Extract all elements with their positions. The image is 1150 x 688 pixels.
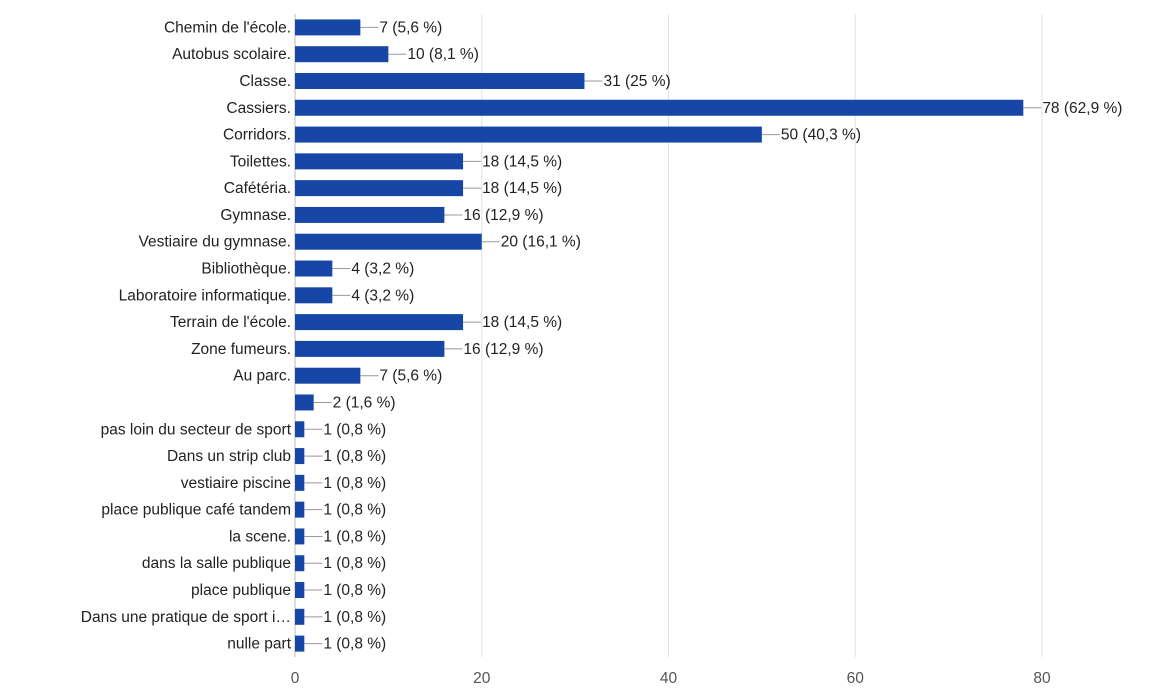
value-label: 1 (0,8 %) xyxy=(323,448,386,465)
bar xyxy=(295,233,482,250)
value-label: 16 (12,9 %) xyxy=(463,207,543,224)
bar xyxy=(295,99,1024,116)
category-label: Cafétéria. xyxy=(224,180,291,197)
bar xyxy=(295,340,445,357)
bar xyxy=(295,46,389,63)
value-label: 4 (3,2 %) xyxy=(351,261,414,278)
bar xyxy=(295,314,464,331)
category-label: Chemin de l'école. xyxy=(164,19,291,36)
value-label: 18 (14,5 %) xyxy=(482,153,562,170)
category-label: Zone fumeurs. xyxy=(191,341,291,358)
category-label: place publique xyxy=(191,582,291,599)
category-label: Laboratoire informatique. xyxy=(119,287,291,304)
bar xyxy=(295,394,314,411)
value-label: 1 (0,8 %) xyxy=(323,582,386,599)
value-label: 16 (12,9 %) xyxy=(463,341,543,358)
value-label: 4 (3,2 %) xyxy=(351,287,414,304)
x-tick-label: 0 xyxy=(291,670,300,687)
bar xyxy=(295,474,305,491)
category-label: Au parc. xyxy=(233,368,291,385)
bar xyxy=(295,421,305,438)
bar xyxy=(295,501,305,518)
value-label: 1 (0,8 %) xyxy=(323,636,386,653)
category-label: dans la salle publique xyxy=(142,555,291,572)
bar xyxy=(295,126,762,143)
bar xyxy=(295,180,464,197)
value-label: 1 (0,8 %) xyxy=(323,555,386,572)
category-label: Dans une pratique de sport i… xyxy=(81,609,291,626)
bar xyxy=(295,260,333,277)
category-label: Terrain de l'école. xyxy=(170,314,291,331)
category-label: Bibliothèque. xyxy=(201,261,291,278)
value-label: 7 (5,6 %) xyxy=(379,368,442,385)
x-tick-label: 20 xyxy=(473,670,491,687)
category-label: Toilettes. xyxy=(230,153,291,170)
category-label: Classe. xyxy=(239,73,291,90)
bar xyxy=(295,72,585,89)
category-label: la scene. xyxy=(229,528,291,545)
value-label: 50 (40,3 %) xyxy=(781,127,861,144)
bar xyxy=(295,448,305,465)
value-label: 10 (8,1 %) xyxy=(407,46,479,63)
value-label: 18 (14,5 %) xyxy=(482,180,562,197)
value-label: 18 (14,5 %) xyxy=(482,314,562,331)
bar xyxy=(295,635,305,652)
bar xyxy=(295,287,333,304)
category-label: Vestiaire du gymnase. xyxy=(138,234,291,251)
value-label: 1 (0,8 %) xyxy=(323,528,386,545)
value-label: 2 (1,6 %) xyxy=(333,394,396,411)
value-label: 1 (0,8 %) xyxy=(323,609,386,626)
bar xyxy=(295,367,361,384)
value-label: 20 (16,1 %) xyxy=(501,234,581,251)
category-label: Gymnase. xyxy=(220,207,291,224)
value-label: 31 (25 %) xyxy=(603,73,670,90)
value-label: 78 (62,9 %) xyxy=(1042,100,1122,117)
x-tick-label: 60 xyxy=(847,670,865,687)
bar xyxy=(295,19,361,36)
bar xyxy=(295,206,445,223)
category-label: place publique café tandem xyxy=(101,502,291,519)
bar xyxy=(295,153,464,170)
category-label: pas loin du secteur de sport xyxy=(101,421,292,438)
category-label: vestiaire piscine xyxy=(181,475,291,492)
bar xyxy=(295,555,305,572)
x-tick-label: 40 xyxy=(660,670,678,687)
bar xyxy=(295,582,305,599)
category-label: Corridors. xyxy=(223,127,291,144)
value-label: 7 (5,6 %) xyxy=(379,19,442,36)
value-label: 1 (0,8 %) xyxy=(323,502,386,519)
value-label: 1 (0,8 %) xyxy=(323,421,386,438)
bar xyxy=(295,528,305,545)
category-label: Cassiers. xyxy=(226,100,291,117)
value-label: 1 (0,8 %) xyxy=(323,475,386,492)
category-label: nulle part xyxy=(227,636,291,653)
bar xyxy=(295,608,305,625)
category-label: Autobus scolaire. xyxy=(172,46,291,63)
category-label: Dans un strip club xyxy=(167,448,291,465)
x-tick-label: 80 xyxy=(1033,670,1051,687)
